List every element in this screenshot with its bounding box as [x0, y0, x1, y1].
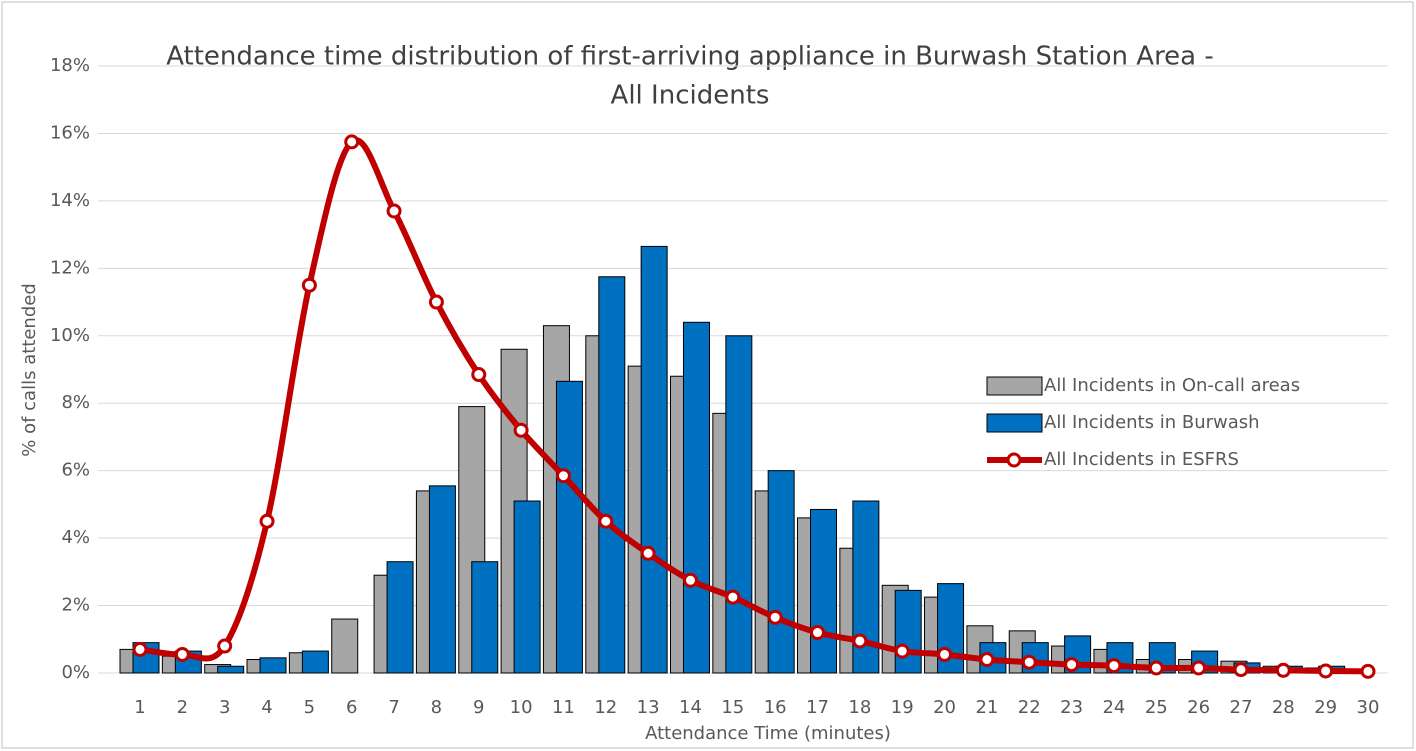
x-tick-label: 8 [431, 697, 442, 718]
legend-label: All Incidents in Burwash [1044, 412, 1260, 433]
x-tick-label: 11 [552, 697, 575, 718]
y-tick-label: 14% [50, 190, 90, 211]
line-marker [132, 641, 148, 657]
y-tick-label: 10% [50, 325, 90, 346]
line-marker [1106, 658, 1122, 674]
x-tick-label: 30 [1357, 697, 1380, 718]
x-tick-label: 15 [721, 697, 744, 718]
x-tick-label: 23 [1060, 697, 1083, 718]
bar [217, 665, 245, 674]
line-marker [979, 652, 995, 668]
line-marker [301, 277, 317, 293]
chart-title: All Incidents [611, 81, 770, 111]
x-tick-label: 25 [1145, 697, 1168, 718]
x-tick-label: 27 [1230, 697, 1253, 718]
line-marker [217, 638, 233, 654]
x-tick-label: 26 [1187, 697, 1210, 718]
x-tick-label: 19 [891, 697, 914, 718]
bar [682, 321, 710, 674]
line-marker [810, 625, 826, 641]
legend-label: All Incidents in On-call areas [1044, 375, 1300, 396]
y-tick-label: 18% [50, 55, 90, 76]
line-marker [852, 633, 868, 649]
x-tick-label: 21 [975, 697, 998, 718]
bar [810, 508, 838, 674]
x-axis-label: Attendance Time (minutes) [645, 723, 891, 744]
y-tick-label: 6% [61, 460, 90, 481]
bar [894, 589, 922, 674]
chart-title: Attendance time distribution of first-ar… [166, 42, 1214, 72]
line-marker [471, 367, 487, 383]
line-marker [386, 203, 402, 219]
x-tick-label: 20 [933, 697, 956, 718]
line-marker [555, 468, 571, 484]
line-marker [894, 643, 910, 659]
y-tick-label: 12% [50, 257, 90, 278]
legend-swatch [986, 413, 1043, 433]
bar [386, 561, 414, 674]
bar [301, 650, 329, 674]
y-axis-label: % of calls attended [19, 283, 40, 456]
line-marker [1021, 654, 1037, 670]
x-tick-label: 16 [764, 697, 787, 718]
x-tick-label: 24 [1102, 697, 1125, 718]
x-tick-label: 17 [806, 697, 829, 718]
line-marker [259, 513, 275, 529]
line-marker [640, 545, 656, 561]
x-tick-label: 10 [510, 697, 533, 718]
bar [555, 380, 583, 674]
bar [471, 561, 499, 674]
line-marker [1360, 663, 1376, 679]
x-tick-label: 1 [134, 697, 145, 718]
line-marker [1148, 660, 1164, 676]
legend-label: All Incidents in ESFRS [1044, 449, 1239, 470]
line-marker [1191, 660, 1207, 676]
line-marker [344, 134, 360, 150]
y-tick-label: 16% [50, 122, 90, 143]
bar [428, 485, 456, 674]
bar [725, 335, 753, 674]
y-tick-label: 8% [61, 392, 90, 413]
line-marker [1318, 663, 1334, 679]
x-tick-label: 3 [219, 697, 230, 718]
line-marker [174, 646, 190, 662]
line-marker [1064, 657, 1080, 673]
line-marker [428, 294, 444, 310]
x-tick-label: 6 [346, 697, 357, 718]
x-tick-label: 2 [177, 697, 188, 718]
legend-swatch [986, 376, 1043, 396]
x-tick-label: 13 [637, 697, 660, 718]
y-tick-label: 2% [61, 595, 90, 616]
x-tick-label: 5 [304, 697, 315, 718]
bar [513, 500, 541, 674]
x-tick-label: 18 [848, 697, 871, 718]
bar [640, 245, 668, 674]
y-tick-label: 0% [61, 662, 90, 683]
x-tick-label: 28 [1272, 697, 1295, 718]
line-marker [1275, 662, 1291, 678]
y-tick-label: 4% [61, 527, 90, 548]
bar [767, 470, 795, 674]
line-marker [1233, 662, 1249, 678]
line-marker [767, 609, 783, 625]
x-tick-label: 29 [1314, 697, 1337, 718]
bar [598, 276, 626, 674]
line-marker [682, 572, 698, 588]
line-marker [725, 589, 741, 605]
line-marker [937, 646, 953, 662]
line-marker [598, 513, 614, 529]
x-tick-label: 4 [261, 697, 272, 718]
x-tick-label: 12 [594, 697, 617, 718]
x-tick-label: 9 [473, 697, 484, 718]
x-tick-label: 22 [1018, 697, 1041, 718]
bar [331, 618, 359, 674]
legend-swatch [1006, 452, 1022, 468]
x-tick-label: 7 [388, 697, 399, 718]
bar [259, 657, 287, 674]
x-tick-label: 14 [679, 697, 702, 718]
line-marker [513, 422, 529, 438]
